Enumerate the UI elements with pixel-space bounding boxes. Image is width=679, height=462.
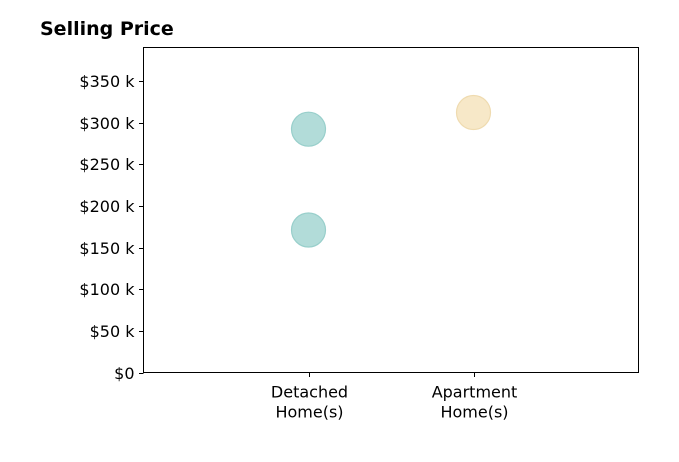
data-point [290, 111, 327, 147]
chart-title: Selling Price [40, 18, 174, 40]
data-point [290, 212, 327, 248]
y-tick-label: $350 k [79, 72, 135, 91]
x-tick-label: Apartment Home(s) [432, 383, 518, 422]
x-tick-label: Detached Home(s) [271, 383, 348, 422]
y-axis: $0 $50 k $100 k $150 k $200 k $250 k $300 k $35… [79, 72, 144, 383]
y-tick-label: $200 k [79, 197, 135, 216]
y-tick-label: $150 k [79, 239, 135, 258]
data-points [290, 94, 492, 248]
y-tick-label: $100 k [79, 280, 135, 299]
y-tick-label: $300 k [79, 114, 135, 133]
plot-area-frame [143, 47, 639, 373]
y-tick-label: $250 k [79, 155, 135, 174]
x-axis: Detached Home(s) Apartment Home(s) [271, 372, 518, 422]
y-tick-label: $50 k [90, 322, 136, 341]
data-point [455, 94, 492, 131]
y-tick-label: $0 [114, 364, 134, 383]
